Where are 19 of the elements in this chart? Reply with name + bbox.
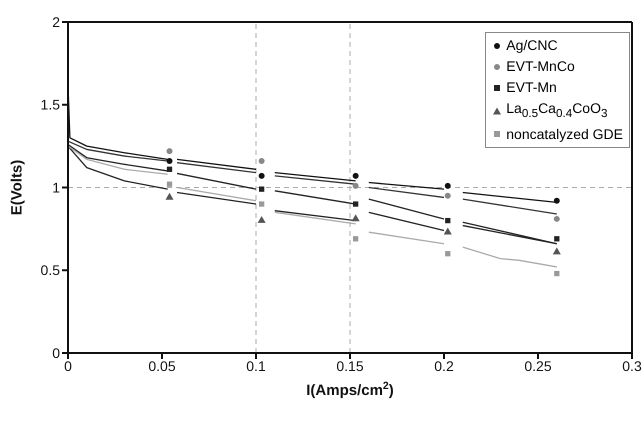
y-tick-label: 1.5 <box>40 96 60 113</box>
y-tick-label: 1 <box>52 179 60 196</box>
x-tick-label: 0.15 <box>336 358 364 374</box>
x-axis-title: I(Amps/cm$^{2}$) <box>306 380 394 399</box>
x-tick-label: 0.3 <box>622 358 642 374</box>
x-tick-label: 0 <box>64 358 72 374</box>
y-tick-label: 2 <box>52 14 60 30</box>
y-tick-label: 0.5 <box>40 262 60 278</box>
x-tick-label: 0.25 <box>524 358 552 374</box>
x-tick-label: 0.1 <box>246 358 266 374</box>
legend-label: noncatalyzed GDE <box>506 124 623 144</box>
y-axis-title: E(Volts) <box>8 160 26 216</box>
x-tick-label: 0.2 <box>434 358 454 374</box>
y-tick-label: 0 <box>52 344 60 361</box>
legend-label: La$_{0.5}$Ca$_{0.4}$CoO$_{3}$ <box>506 99 608 122</box>
x-tick-label: 0.05 <box>148 358 176 374</box>
legend-label: EVT-Mn <box>506 78 557 97</box>
legend-label: EVT-MnCo <box>506 57 575 76</box>
legend-label: Ag/CNC <box>506 36 558 55</box>
